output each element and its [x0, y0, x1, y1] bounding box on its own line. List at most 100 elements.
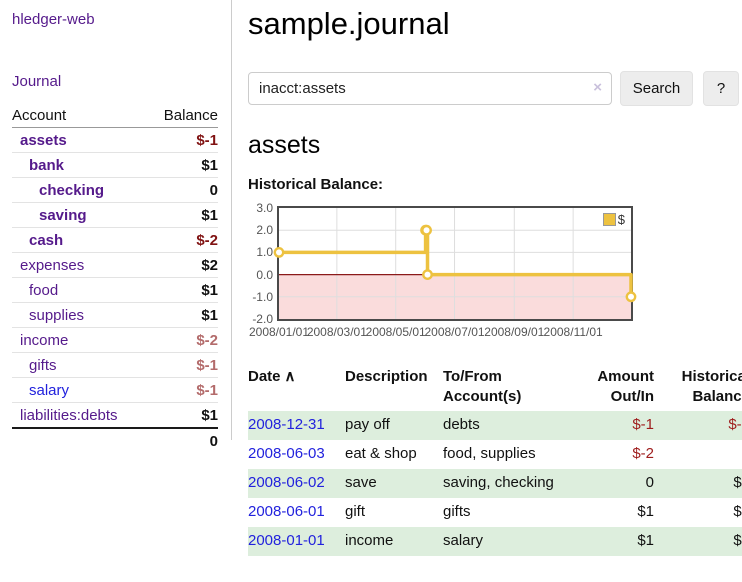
sidebar-account-row: expenses $2 — [12, 252, 218, 278]
account-name-cell: liabilities:debts — [12, 403, 148, 429]
help-button[interactable]: ? — [703, 71, 739, 106]
app: hledger-web Journal Account Balance asse… — [0, 0, 742, 556]
sidebar-account-row: bank $1 — [12, 152, 218, 178]
sidebar-account-link[interactable]: bank — [29, 156, 65, 174]
sidebar-account-link[interactable]: supplies — [29, 306, 85, 324]
y-axis-tick-label: 3.0 — [256, 201, 273, 215]
register-description-cell: save — [345, 474, 377, 491]
account-balance: $-2 — [148, 327, 218, 353]
register-description-cell: eat & shop — [345, 445, 417, 462]
app-title-link[interactable]: hledger-web — [12, 11, 95, 28]
chart-plot-area: $ — [273, 206, 637, 321]
register-description-cell: gift — [345, 503, 366, 520]
register-column-label: Date — [248, 368, 281, 385]
sidebar-account-link[interactable]: gifts — [29, 356, 57, 374]
x-axis-tick-label: 2008/11/01 — [543, 325, 603, 339]
transaction-date-link[interactable]: 2008-06-01 — [248, 503, 325, 520]
sidebar-item-journal[interactable]: Journal — [12, 73, 62, 90]
accounts-total-row: 0 — [12, 427, 218, 453]
register-table: Date ∧ Description To/From Account(s) Amount… — [248, 364, 742, 556]
register-amount-cell: $1 — [637, 503, 654, 520]
sidebar-account-link[interactable]: salary — [29, 381, 70, 399]
register-header-row: Date ∧ Description To/From Account(s) Amount… — [248, 364, 742, 411]
chart-canvas — [273, 208, 637, 319]
account-name-cell: saving — [12, 202, 149, 228]
sidebar: hledger-web Journal Account Balance asse… — [0, 0, 232, 453]
sidebar-account-row: assets $-1 — [12, 127, 218, 153]
register-date-cell: 2008-06-03 — [248, 440, 345, 469]
account-balance: $-1 — [148, 352, 218, 378]
register-column-header[interactable]: To/From Account(s) — [443, 364, 576, 411]
register-amount-cell: $-1 — [632, 416, 654, 433]
sidebar-account-link[interactable]: liabilities:debts — [20, 406, 118, 424]
account-name-cell: income — [12, 327, 149, 353]
clear-search-icon[interactable]: × — [593, 79, 602, 96]
sidebar-account-row: income $-2 — [12, 327, 218, 353]
sidebar-account-link[interactable]: income — [20, 331, 69, 349]
legend-label: $ — [617, 212, 625, 227]
y-axis-tick-label: -1.0 — [252, 289, 273, 304]
account-balance: $-1 — [148, 127, 218, 153]
account-name-cell: salary — [12, 377, 149, 403]
sidebar-account-link[interactable]: saving — [39, 206, 87, 224]
register-date-cell: 2008-12-31 — [248, 411, 345, 440]
register-column-header[interactable]: Date ∧ — [248, 364, 345, 411]
account-name-cell: food — [12, 277, 149, 303]
sidebar-account-link[interactable]: cash — [29, 231, 64, 249]
search-input-wrap: × — [248, 72, 612, 105]
register-body: 2008-12-31 pay off debts $-1 $-1 2008-06-03 ea… — [248, 411, 742, 556]
sidebar-account-row: checking 0 — [12, 177, 218, 203]
sidebar-account-link[interactable]: expenses — [20, 256, 85, 274]
register-row: 2008-01-01 income salary $1 $1 — [248, 527, 742, 556]
x-axis-tick-label: 2008/09/01 — [484, 325, 545, 339]
sidebar-accounts-table: Account Balance assets $-1 bank $1 checking 0… — [12, 103, 218, 453]
search-form: × Search ? — [248, 71, 742, 106]
account-name-cell: expenses — [12, 252, 149, 278]
transaction-date-link[interactable]: 2008-01-01 — [248, 532, 325, 549]
account-heading: assets — [248, 131, 321, 159]
search-button[interactable]: Search — [620, 71, 693, 106]
sidebar-account-row: food $1 — [12, 277, 218, 303]
main-content: sample.journal × Search ? assets Histori… — [232, 0, 742, 556]
register-column-header[interactable]: Description — [345, 364, 443, 411]
sidebar-account-row: saving $1 — [12, 202, 218, 228]
transaction-date-link[interactable]: 2008-06-02 — [248, 474, 325, 491]
account-balance: $1 — [148, 202, 218, 228]
account-name-cell: assets — [12, 127, 149, 153]
register-balance-cell: 0 — [654, 440, 742, 469]
register-balance-cell: $2 — [733, 503, 742, 520]
sidebar-account-link[interactable]: assets — [20, 131, 67, 149]
account-balance: $-1 — [148, 377, 218, 403]
accounts-header-account: Account — [12, 103, 149, 128]
register-column-header[interactable]: Historical Balance — [654, 364, 742, 411]
historical-balance-chart: $3.0 2.0 1.0 0.0 -1.0 -2.0 2008/01/01 2008/03/0… — [248, 201, 728, 343]
account-name-cell: checking — [12, 177, 149, 203]
y-axis-tick-label: 1.0 — [256, 245, 273, 260]
sort-asc-icon: ∧ — [284, 368, 296, 385]
transaction-date-link[interactable]: 2008-12-31 — [248, 416, 325, 433]
data-point-marker — [273, 247, 285, 258]
register-amount-cell: $-2 — [632, 445, 654, 462]
register-accounts-cell: saving, checking — [443, 474, 554, 491]
register-row: 2008-12-31 pay off debts $-1 $-1 — [248, 411, 742, 440]
x-axis-tick-label: 2008/05/01 — [365, 325, 426, 339]
x-axis-tick-label: 2008/01/01 — [248, 325, 310, 339]
chart-title: Historical Balance: — [248, 176, 384, 193]
sidebar-account-link[interactable]: checking — [39, 181, 105, 199]
register-column-header[interactable]: Amount Out/In — [576, 364, 654, 411]
sidebar-account-row: gifts $-1 — [12, 352, 218, 378]
data-point-marker — [421, 224, 432, 236]
accounts-header-balance: Balance — [148, 103, 218, 128]
sidebar-account-row: supplies $1 — [12, 302, 218, 328]
transaction-date-link[interactable]: 2008-06-03 — [248, 445, 325, 462]
register-column-label: Historical Balance — [681, 368, 742, 405]
account-balance: $1 — [148, 152, 218, 178]
search-input[interactable] — [248, 72, 612, 105]
data-point-marker — [422, 269, 433, 280]
sidebar-account-link[interactable]: food — [29, 281, 59, 299]
account-balance: $-2 — [148, 227, 218, 253]
account-name-cell: supplies — [12, 302, 149, 328]
register-date-cell: 2008-06-02 — [248, 469, 345, 498]
x-axis-tick-label: 2008/07/01 — [424, 325, 485, 339]
accounts-total-value: 0 — [148, 427, 218, 453]
